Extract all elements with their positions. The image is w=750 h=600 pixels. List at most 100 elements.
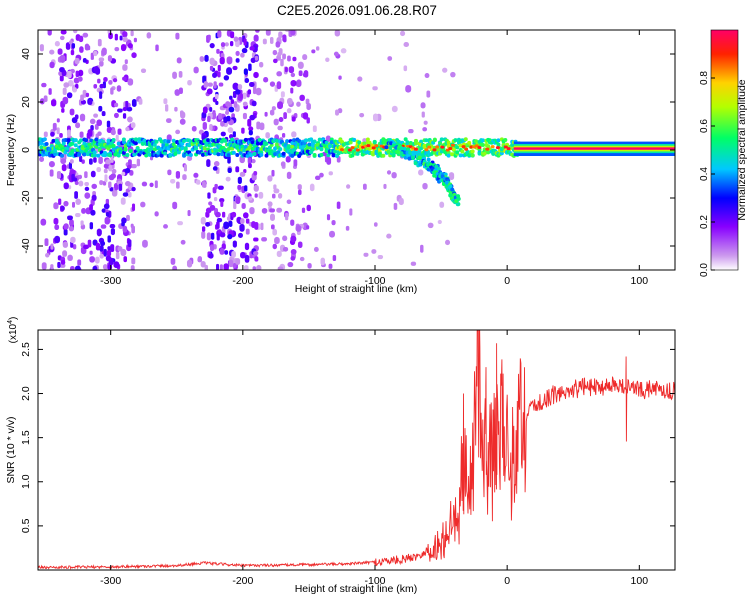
colorbar-tick-label: 0.8 (699, 71, 710, 85)
spectrogram-cell (182, 139, 187, 144)
spectrogram-cell (99, 83, 105, 89)
spectrogram-cell (205, 221, 211, 227)
spectrogram-cell (97, 38, 102, 47)
spectrogram-cell (41, 82, 47, 88)
spectrogram-cell (486, 150, 491, 155)
spectrogram-cell (116, 141, 121, 146)
spectrogram-cell (297, 138, 302, 143)
spectrogram-cell (207, 34, 211, 41)
spectrogram-cell (39, 145, 44, 150)
spectrogram-cell (417, 149, 422, 154)
spectrogram-cell (127, 239, 132, 248)
spectrogram-cell (250, 57, 256, 64)
spectrogram-cell (71, 43, 76, 49)
spectrogram-cell (100, 224, 107, 229)
spectrogram-cell (256, 121, 261, 130)
spectrogram-cell (44, 238, 49, 247)
spectrogram-cell (78, 69, 84, 77)
spectrogram-cell (276, 207, 283, 213)
spectrogram-cell (140, 201, 146, 208)
spectrogram-cell (306, 225, 310, 230)
snr-panel: -300 -200 -100 0 100 0.5 1.0 1.5 2.0 2.5 Height … (5, 317, 676, 595)
spectrogram-cell (111, 168, 117, 174)
spectrogram-cell (87, 239, 92, 248)
spectrogram-cell (352, 137, 357, 142)
spectrogram-cell (110, 155, 114, 163)
spectrogram-cell (130, 164, 137, 169)
spectrogram-cell (68, 161, 73, 170)
spectrogram-cell (116, 153, 121, 158)
spectrogram-cell (405, 85, 412, 93)
spectrogram-cell (439, 137, 444, 142)
spectrogram-cell (464, 147, 469, 151)
spectrogram-cell (54, 40, 60, 47)
spectrogram-cell (197, 257, 203, 263)
spectrogram-cell (49, 61, 55, 69)
spectrogram-cell (228, 106, 235, 113)
snr-y-multiplier: (x104) (7, 317, 19, 344)
spectrogram-cell (140, 141, 145, 146)
spectrogram-cell (149, 146, 154, 151)
spectrogram-cell (218, 82, 224, 87)
spectrogram-cell (229, 40, 234, 47)
spectrogram-cell (269, 36, 274, 44)
spectrogram-cell (269, 81, 276, 87)
spectrogram-cell (436, 147, 441, 152)
spectrogram-cell (105, 159, 112, 165)
spectrogram-cell (58, 198, 62, 205)
spectrogram-cell (261, 207, 268, 214)
spectrogram-cell (226, 56, 233, 65)
spectrogram-cell (90, 170, 96, 178)
spectrogram-cell (243, 38, 247, 46)
spectrogram-cell (336, 201, 341, 209)
spectrogram-cell (251, 100, 257, 107)
spectrogram-cell (61, 164, 67, 172)
spectrogram-cell (209, 107, 213, 112)
spectrogram-cell (307, 145, 312, 150)
spectrogram-cell (138, 98, 143, 105)
spectrogram-cell (141, 181, 148, 187)
spectrogram-cell (235, 50, 240, 57)
spectrogram-cell (423, 120, 428, 125)
spectrogram-cell (89, 158, 93, 165)
spectrogram-cell (227, 234, 233, 240)
spectrogram-cell (94, 137, 99, 142)
spectrogram-cell (69, 219, 74, 226)
spectrogram-cell (359, 113, 365, 118)
spectrogram-cell (450, 187, 455, 192)
spectrogram-cell (290, 80, 296, 86)
spectrogram-cell (121, 137, 126, 142)
spectrogram-cell (177, 221, 184, 226)
spectrogram-cell (291, 131, 297, 138)
spectrogram-cell (461, 145, 466, 149)
spectrogram-cell (99, 60, 104, 67)
spectrogram-cell (212, 166, 218, 171)
spectrogram-cell (200, 216, 206, 225)
spectrogram-cell (188, 153, 193, 158)
spectrogram-cell (348, 140, 353, 145)
colorbar-tick-label: 0.0 (699, 263, 710, 277)
spectrogram-cell (329, 230, 336, 238)
spectrogram-cell (419, 139, 424, 144)
spectrogram-cell (60, 259, 66, 265)
spectrogram-y-ticks: -40 -20 0 20 40 (20, 48, 675, 254)
spectrogram-cell (335, 109, 339, 116)
spectrogram-cell (495, 146, 500, 150)
spectrogram-cell (39, 156, 45, 162)
spectrogram-cell (455, 150, 460, 155)
spectrogram-cell (122, 31, 128, 38)
spectrogram-cell (243, 168, 247, 174)
spectrogram-cell (220, 42, 226, 48)
spectrogram-cell (270, 224, 275, 230)
spectrogram-cell (387, 56, 393, 61)
spectrogram-cell (176, 57, 182, 64)
spectrogram-cell (235, 153, 240, 158)
spectrogram-cell (324, 140, 329, 145)
spectrogram-cell (314, 175, 321, 181)
spectrogram-cell (206, 88, 213, 95)
spectrogram-cell (237, 176, 242, 185)
spectrogram-cell (216, 217, 223, 223)
spectrogram-cell (61, 141, 66, 146)
spectrogram-cell (460, 149, 465, 154)
spectrogram-cell (274, 236, 280, 245)
